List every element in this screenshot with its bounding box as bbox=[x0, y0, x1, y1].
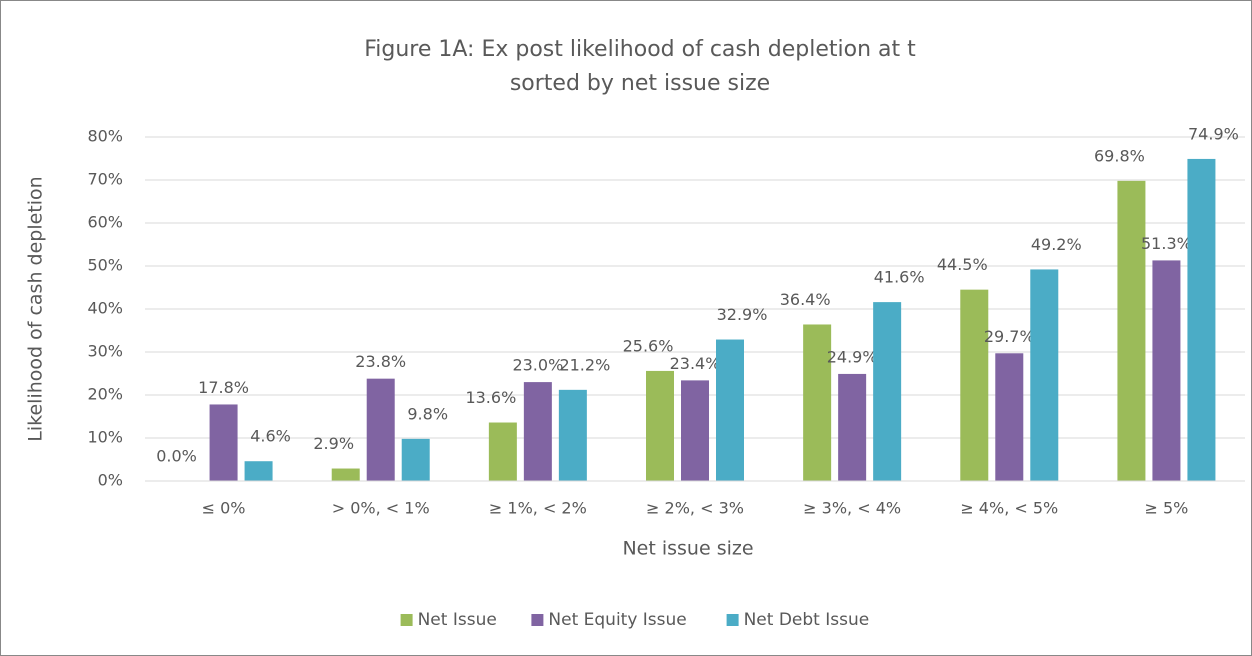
value-label: 21.2% bbox=[559, 355, 610, 374]
value-label: 24.9% bbox=[827, 347, 878, 366]
bar bbox=[523, 382, 552, 481]
value-label: 32.9% bbox=[717, 305, 768, 324]
y-tick-label: 30% bbox=[87, 342, 123, 361]
bar bbox=[873, 302, 902, 481]
x-tick-label: ≥ 1%, < 2% bbox=[489, 499, 587, 518]
value-label: 4.6% bbox=[250, 427, 291, 446]
bar bbox=[995, 353, 1024, 481]
value-label: 0.0% bbox=[156, 447, 197, 466]
value-label: 51.3% bbox=[1141, 234, 1192, 253]
bar bbox=[681, 380, 709, 481]
bar bbox=[803, 324, 832, 481]
bar bbox=[1152, 260, 1181, 481]
value-label: 36.4% bbox=[780, 290, 831, 309]
value-label: 13.6% bbox=[465, 388, 516, 407]
bar bbox=[960, 289, 989, 481]
value-label: 49.2% bbox=[1031, 235, 1082, 254]
value-label: 44.5% bbox=[937, 255, 988, 274]
x-tick-label: ≥ 5% bbox=[1144, 499, 1188, 518]
value-label: 23.4% bbox=[670, 354, 721, 373]
y-tick-label: 10% bbox=[87, 428, 123, 447]
bar bbox=[331, 468, 360, 481]
bar bbox=[401, 438, 430, 481]
bar bbox=[716, 339, 744, 481]
value-label: 74.9% bbox=[1188, 124, 1239, 143]
x-tick-label: ≤ 0% bbox=[202, 499, 246, 518]
legend-swatch bbox=[726, 614, 739, 626]
x-tick-label: > 0%, < 1% bbox=[332, 499, 430, 518]
value-label: 23.8% bbox=[355, 352, 406, 371]
legend-swatch bbox=[400, 614, 413, 626]
y-tick-label: 60% bbox=[87, 213, 123, 232]
value-label: 17.8% bbox=[198, 378, 249, 397]
bar bbox=[1187, 158, 1216, 481]
value-label: 29.7% bbox=[984, 327, 1035, 346]
value-label: 41.6% bbox=[874, 268, 925, 287]
y-tick-label: 40% bbox=[87, 299, 123, 318]
bar bbox=[646, 370, 674, 481]
x-tick-label: ≥ 3%, < 4% bbox=[803, 499, 901, 518]
y-tick-label: 80% bbox=[87, 127, 123, 146]
legend-label: Net Debt Issue bbox=[744, 610, 870, 630]
bar bbox=[488, 422, 517, 481]
value-label: 69.8% bbox=[1094, 146, 1145, 165]
value-label: 2.9% bbox=[313, 434, 354, 453]
y-tick-label: 50% bbox=[87, 256, 123, 275]
bar bbox=[838, 373, 867, 481]
legend-label: Net Issue bbox=[418, 610, 497, 630]
chart-title: Figure 1A: Ex post likelihood of cash de… bbox=[364, 37, 916, 62]
chart-subtitle: sorted by net issue size bbox=[510, 71, 770, 96]
bar bbox=[558, 389, 587, 481]
y-tick-label: 70% bbox=[87, 170, 123, 189]
bar bbox=[1030, 269, 1059, 481]
legend-label: Net Equity Issue bbox=[548, 610, 686, 630]
bar bbox=[209, 404, 238, 481]
y-tick-label: 20% bbox=[87, 385, 123, 404]
bar bbox=[366, 378, 395, 481]
x-tick-label: ≥ 2%, < 3% bbox=[646, 499, 744, 518]
bar bbox=[244, 461, 273, 481]
y-axis-title: Likelihood of cash depletion bbox=[25, 176, 47, 441]
y-tick-label: 0% bbox=[98, 471, 123, 490]
value-label: 23.0% bbox=[512, 356, 563, 375]
x-axis-title: Net issue size bbox=[622, 538, 753, 560]
bar bbox=[1117, 180, 1146, 482]
value-label: 9.8% bbox=[407, 404, 448, 423]
value-label: 25.6% bbox=[623, 336, 674, 355]
legend-swatch bbox=[531, 614, 544, 626]
x-tick-label: ≥ 4%, < 5% bbox=[960, 499, 1058, 518]
